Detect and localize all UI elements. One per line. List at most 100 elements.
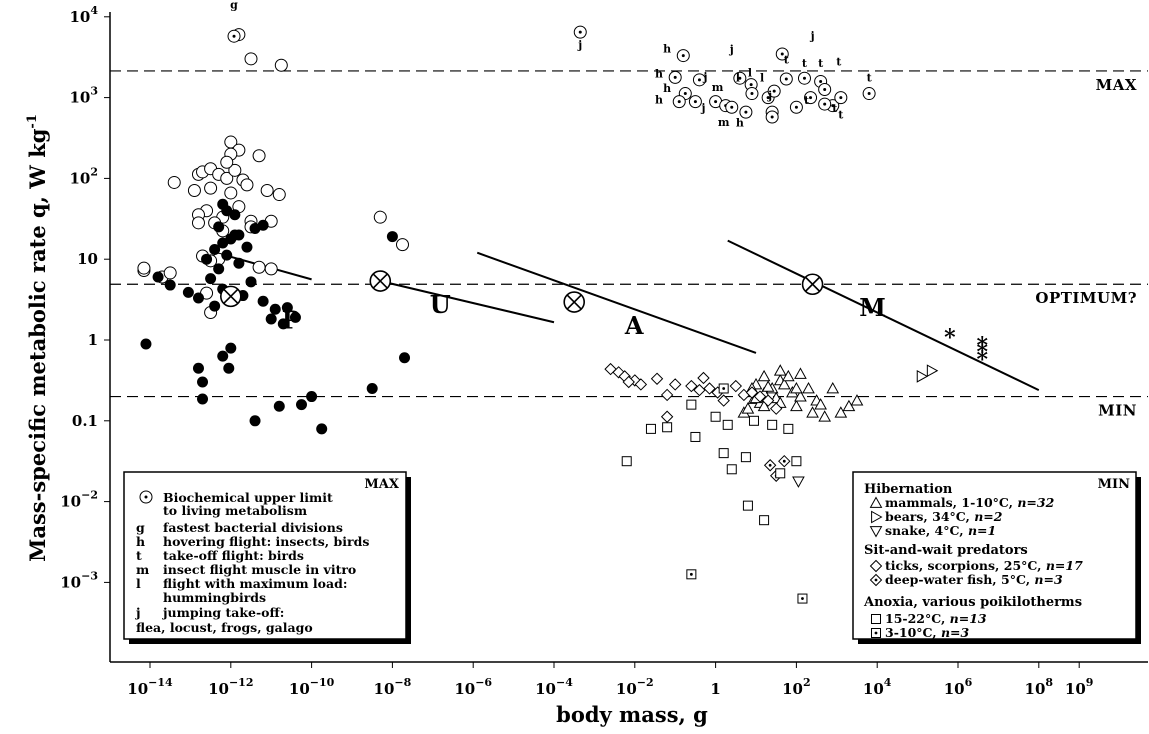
- data-point: [690, 431, 701, 442]
- legend-anoxia-cold: 3-10°C, n=3: [885, 625, 970, 640]
- data-point: [662, 422, 673, 433]
- legend-code-t: t: [136, 548, 142, 563]
- data-point: [790, 399, 803, 412]
- legend-sit-and-wait-heading: Sit-and-wait predators: [864, 543, 1028, 558]
- x-tick-label: 108: [1025, 676, 1054, 698]
- legend-biochem-line1: Biochemical upper limit: [163, 490, 333, 505]
- data-point: [792, 476, 805, 488]
- data-point: [163, 266, 177, 280]
- point-letter-label: l: [736, 71, 740, 84]
- data-point: [660, 388, 674, 402]
- x-tick-label: 1: [710, 680, 720, 698]
- data-point: [790, 381, 803, 394]
- data-point: [814, 398, 827, 410]
- data-point: [818, 83, 832, 97]
- trend-line-U: [380, 280, 555, 324]
- svg-text:*: *: [976, 347, 988, 373]
- data-point: [645, 423, 656, 434]
- data-point: [668, 378, 682, 391]
- data-point: [197, 393, 209, 405]
- data-point: [373, 210, 387, 224]
- point-letter-label: t: [838, 109, 844, 122]
- data-point: [818, 97, 832, 111]
- data-point: [688, 95, 702, 109]
- point-letter-label: g: [230, 0, 238, 12]
- data-point: [797, 71, 811, 85]
- trend-line-A: [476, 251, 757, 354]
- x-tick-label: 102: [782, 676, 811, 698]
- data-point: [729, 379, 743, 393]
- legend-text-j1: jumping take-off:: [162, 605, 284, 620]
- data-point: [272, 188, 286, 202]
- data-point: [220, 171, 234, 185]
- legend-dotted-square-icon: [871, 628, 881, 638]
- data-point: [759, 515, 770, 526]
- data-point: [718, 383, 729, 394]
- axes: 10−14 10−12 10−10 10−8 10−6 10−4 10−2 1 102 104 10…: [60, 4, 1148, 698]
- data-point: [396, 238, 409, 252]
- data-point: [306, 391, 318, 403]
- point-letter-label: t: [832, 102, 838, 115]
- data-point: [745, 87, 759, 101]
- data-point: [257, 295, 269, 307]
- data-point: [685, 379, 698, 393]
- legend-text-h: hovering flight: insects, birds: [163, 534, 369, 549]
- series-P-open: [137, 28, 409, 320]
- data-point: [697, 371, 710, 385]
- data-point: [753, 390, 767, 403]
- data-point: [634, 378, 648, 391]
- data-point: [733, 71, 747, 85]
- series-biochemical-limit: [227, 25, 876, 124]
- point-letter-label: t: [818, 57, 824, 70]
- y-tick-label: 10: [77, 250, 98, 268]
- series-hibernation-bears: [916, 364, 939, 383]
- data-point: [273, 400, 285, 412]
- data-point: [676, 49, 690, 63]
- legend-fish: deep-water fish, 5°C, n=3: [885, 572, 1063, 587]
- data-point: [761, 394, 775, 407]
- biochemical-limit-icon: [139, 490, 153, 504]
- group-label-M: M: [859, 293, 886, 322]
- y-tick-label: 102: [69, 165, 98, 187]
- data-point: [274, 58, 288, 72]
- data-point: [182, 286, 194, 298]
- y-tick-label: 0.1: [72, 412, 98, 430]
- legend-max: MAX Biochemical upper limit to living me…: [123, 471, 411, 644]
- data-point: [209, 300, 221, 312]
- group-center-M: [801, 273, 824, 296]
- data-point: [187, 184, 201, 198]
- legend-hibernation-heading: Hibernation: [864, 482, 953, 497]
- data-point: [228, 163, 242, 177]
- data-point: [164, 279, 176, 291]
- trend-line-M: [727, 239, 1040, 391]
- data-point: [745, 386, 759, 399]
- point-letter-label: j: [700, 101, 705, 114]
- data-points: * ***: [137, 25, 988, 604]
- legend-max-title: MAX: [364, 477, 399, 492]
- y-tick-label: 10−3: [60, 569, 98, 591]
- data-point: [167, 175, 181, 189]
- point-letter-label: h: [736, 117, 744, 130]
- series-hibernation-snake: [792, 476, 805, 488]
- data-point: [765, 110, 779, 124]
- data-point: [386, 231, 398, 243]
- point-letter-label: l: [748, 67, 752, 80]
- x-tick-label: 10−8: [374, 676, 412, 698]
- point-letter-label: j: [729, 43, 734, 56]
- legend-max-box: [123, 471, 407, 640]
- data-point: [252, 260, 266, 274]
- group-label-A: A: [624, 311, 644, 340]
- legend-code-h: h: [136, 534, 145, 549]
- data-point: [741, 402, 755, 414]
- x-tick-label: 10−12: [208, 676, 253, 698]
- data-point: [717, 394, 730, 407]
- legend-anoxia-warm: 15-22°C, n=13: [885, 611, 987, 626]
- y-tick-label: 10−2: [60, 489, 98, 511]
- group-center-cross: [566, 294, 582, 310]
- data-point: [204, 181, 218, 195]
- reference-label-max: MAX: [1096, 76, 1137, 94]
- data-point: [748, 415, 759, 426]
- biochemical-limit-legend-icon: [139, 490, 153, 504]
- data-point: [192, 362, 204, 374]
